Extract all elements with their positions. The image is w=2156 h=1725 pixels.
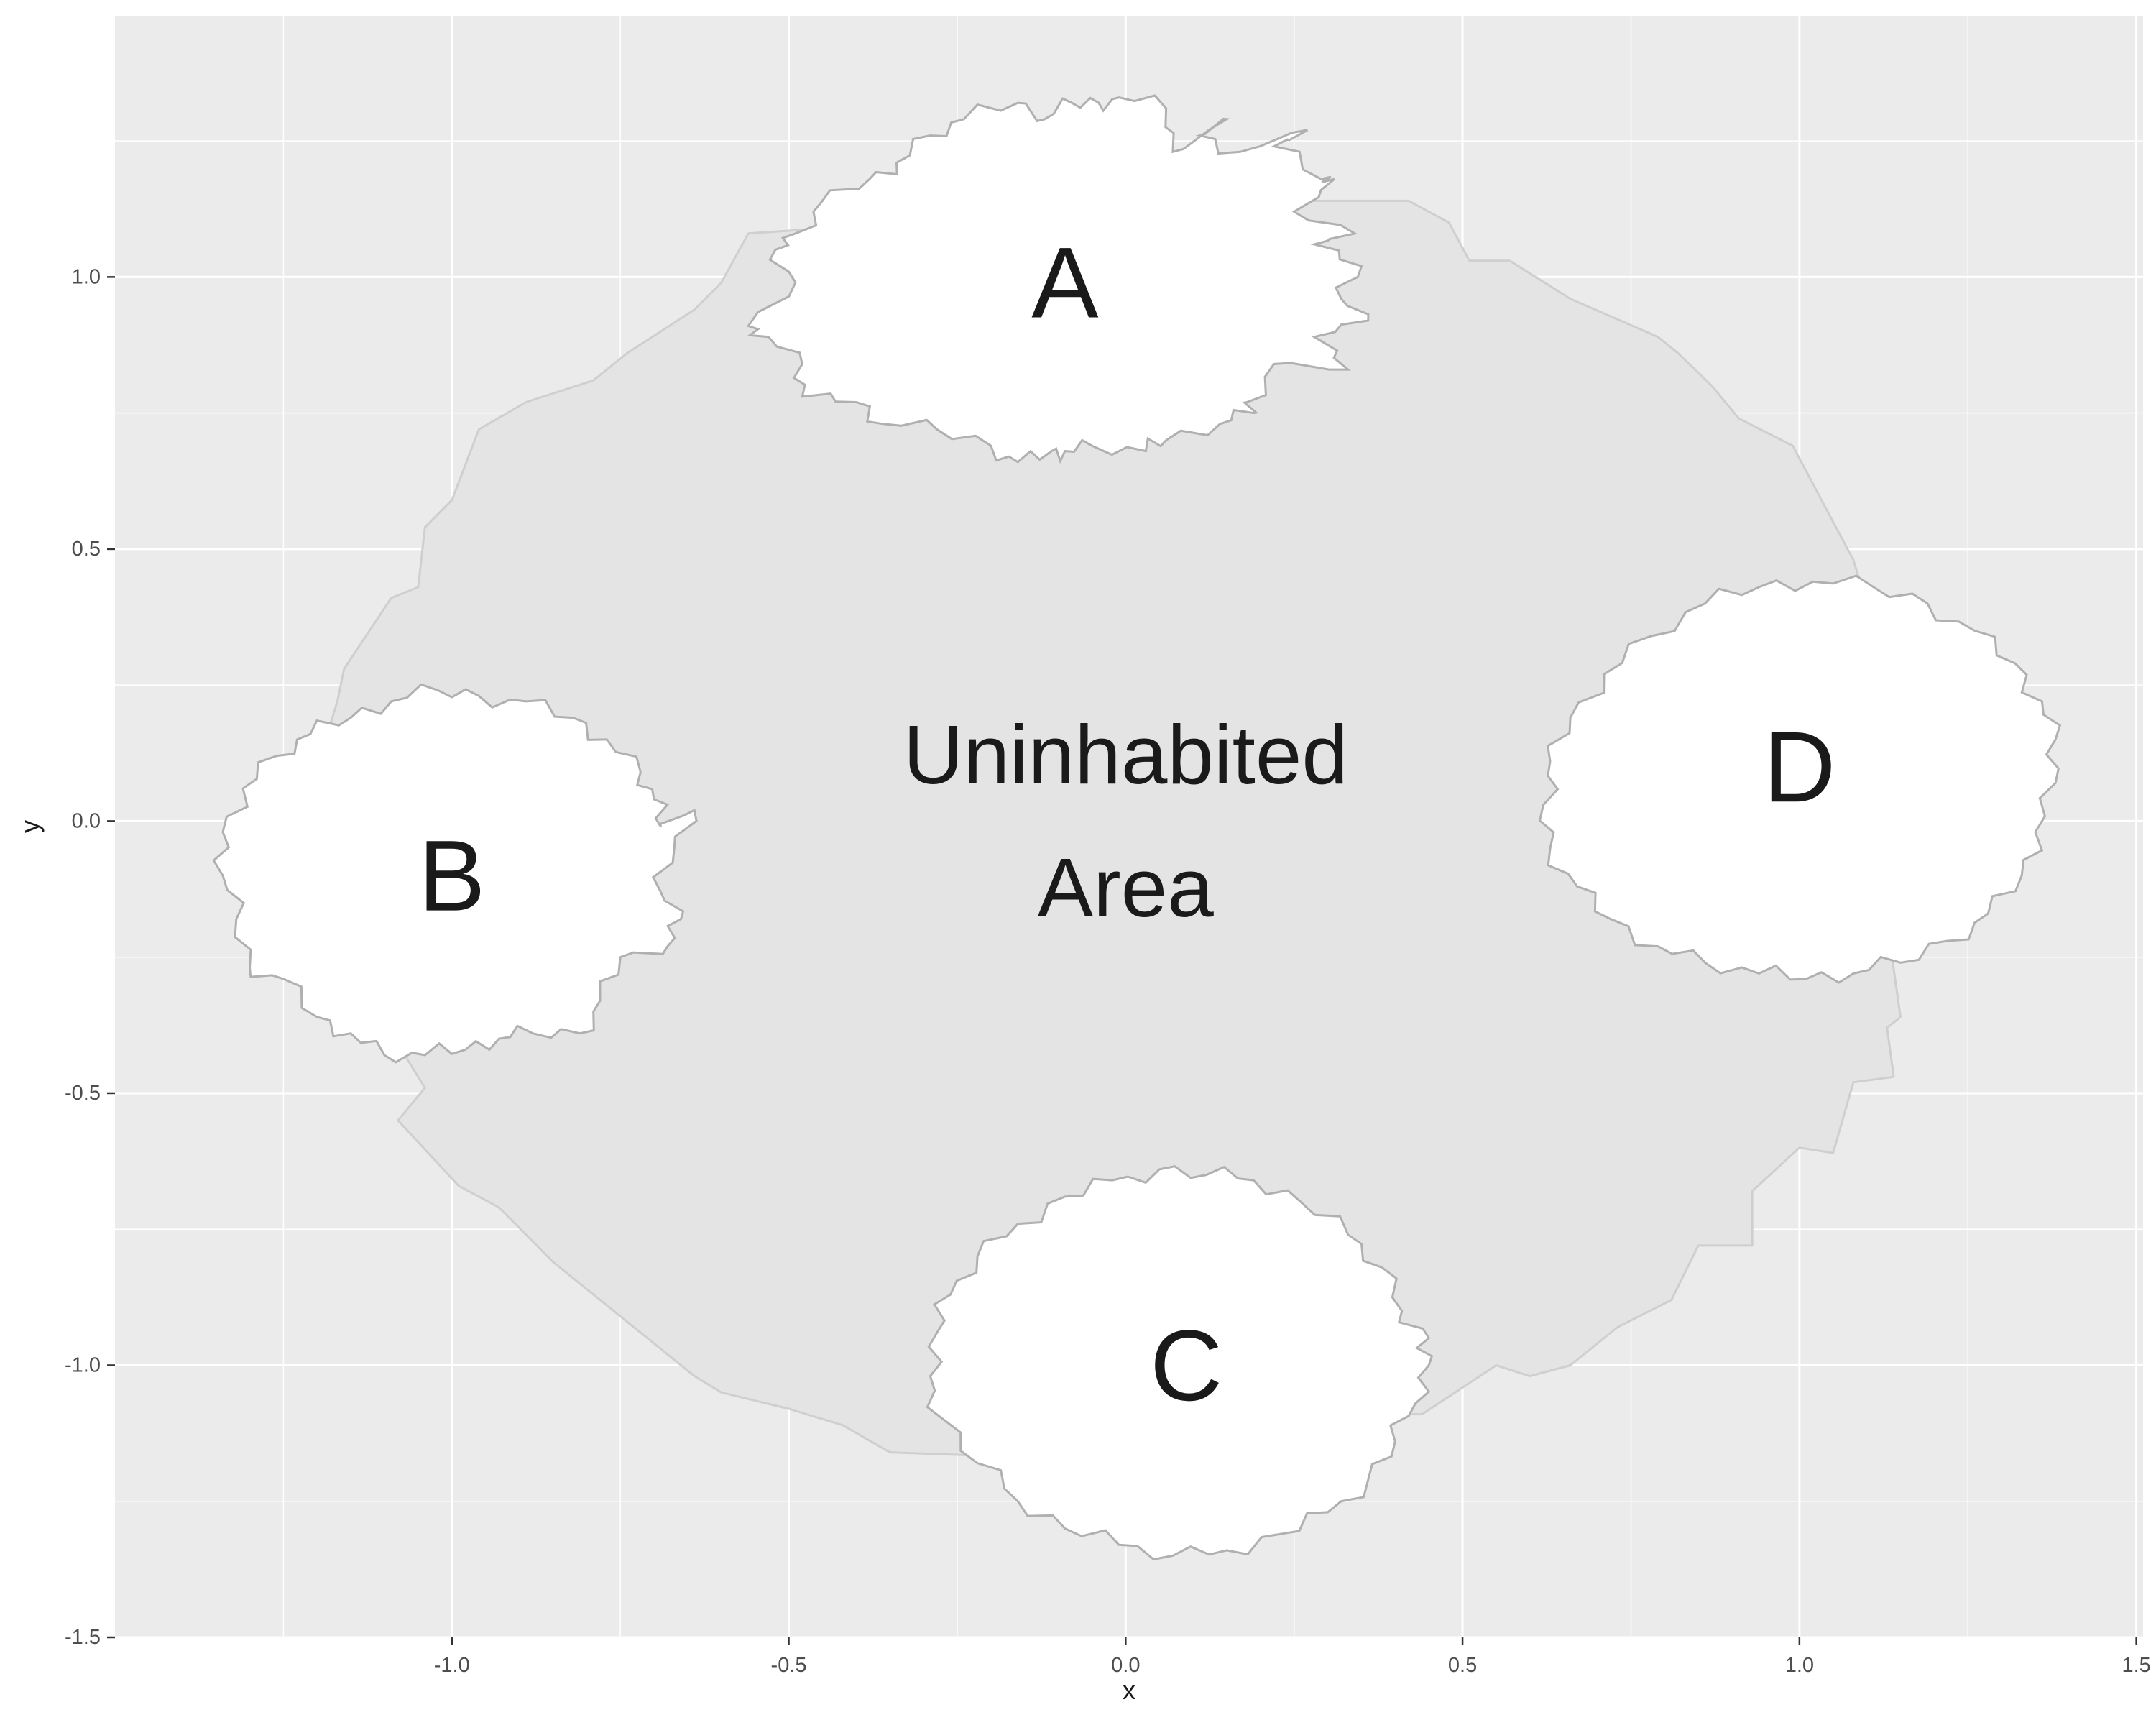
y-tick-label: -1.0 bbox=[65, 1353, 101, 1376]
group-b-label: B bbox=[418, 819, 485, 932]
x-tick-label: 0.5 bbox=[1448, 1654, 1477, 1677]
x-tick-label: 1.5 bbox=[2122, 1654, 2150, 1677]
group-a-area bbox=[746, 94, 1370, 464]
y-tick-label: 1.0 bbox=[72, 265, 101, 288]
group-b-area bbox=[212, 683, 698, 1064]
group-c-label: C bbox=[1150, 1309, 1222, 1422]
y-axis: -1.5 -1.0 -0.5 0.0 0.5 1.0 bbox=[65, 265, 115, 1649]
x-axis: -1.0 -0.5 0.0 0.5 1.0 1.5 bbox=[434, 1637, 2151, 1677]
y-tick-label: 0.0 bbox=[72, 809, 101, 832]
uninhabited-region bbox=[282, 199, 1902, 1459]
x-tick-label: -1.0 bbox=[434, 1654, 470, 1677]
label-layer: A B C D Uninhabited Area bbox=[418, 226, 1835, 1422]
group-c-area bbox=[926, 1165, 1434, 1561]
y-tick-label: -1.5 bbox=[65, 1626, 101, 1649]
group-a-label: A bbox=[1031, 226, 1099, 339]
x-axis-title: x bbox=[1123, 1675, 1135, 1705]
region-label-line: Area bbox=[1038, 841, 1215, 934]
group-d-label: D bbox=[1763, 710, 1835, 823]
y-tick-label: -0.5 bbox=[65, 1082, 101, 1105]
region-layer bbox=[282, 199, 1902, 1459]
x-tick-label: -0.5 bbox=[771, 1654, 807, 1677]
group-layer bbox=[212, 94, 2062, 1561]
group-d-area bbox=[1538, 574, 2062, 984]
y-tick-label: 0.5 bbox=[72, 538, 101, 561]
x-tick-label: 0.0 bbox=[1111, 1654, 1140, 1677]
x-tick-label: 1.0 bbox=[1785, 1654, 1814, 1677]
region-label-line: Uninhabited bbox=[903, 708, 1348, 801]
y-axis-title: y bbox=[15, 820, 45, 833]
